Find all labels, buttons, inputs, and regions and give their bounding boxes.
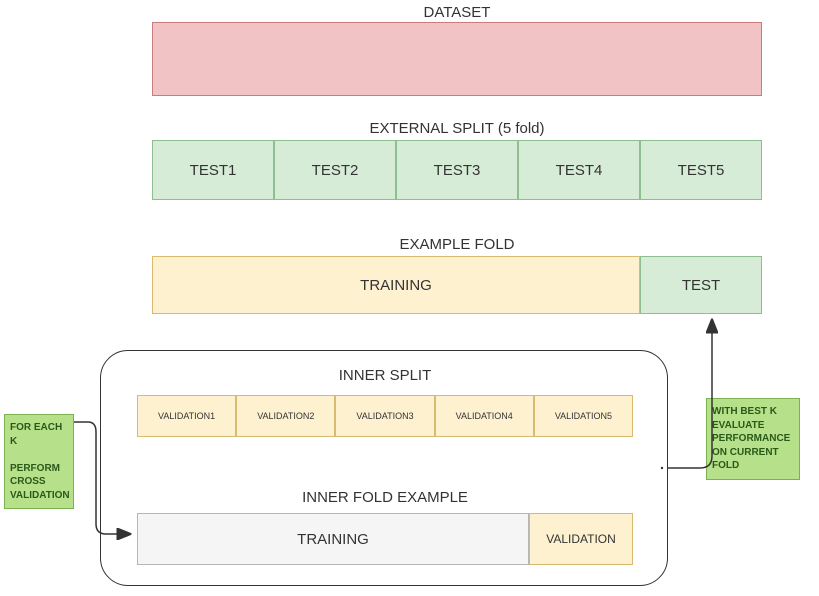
arrow-dot — [661, 467, 663, 469]
arrow-left-loop — [74, 422, 130, 534]
arrow-right-up — [668, 320, 712, 468]
arrows-overlay — [0, 0, 819, 596]
